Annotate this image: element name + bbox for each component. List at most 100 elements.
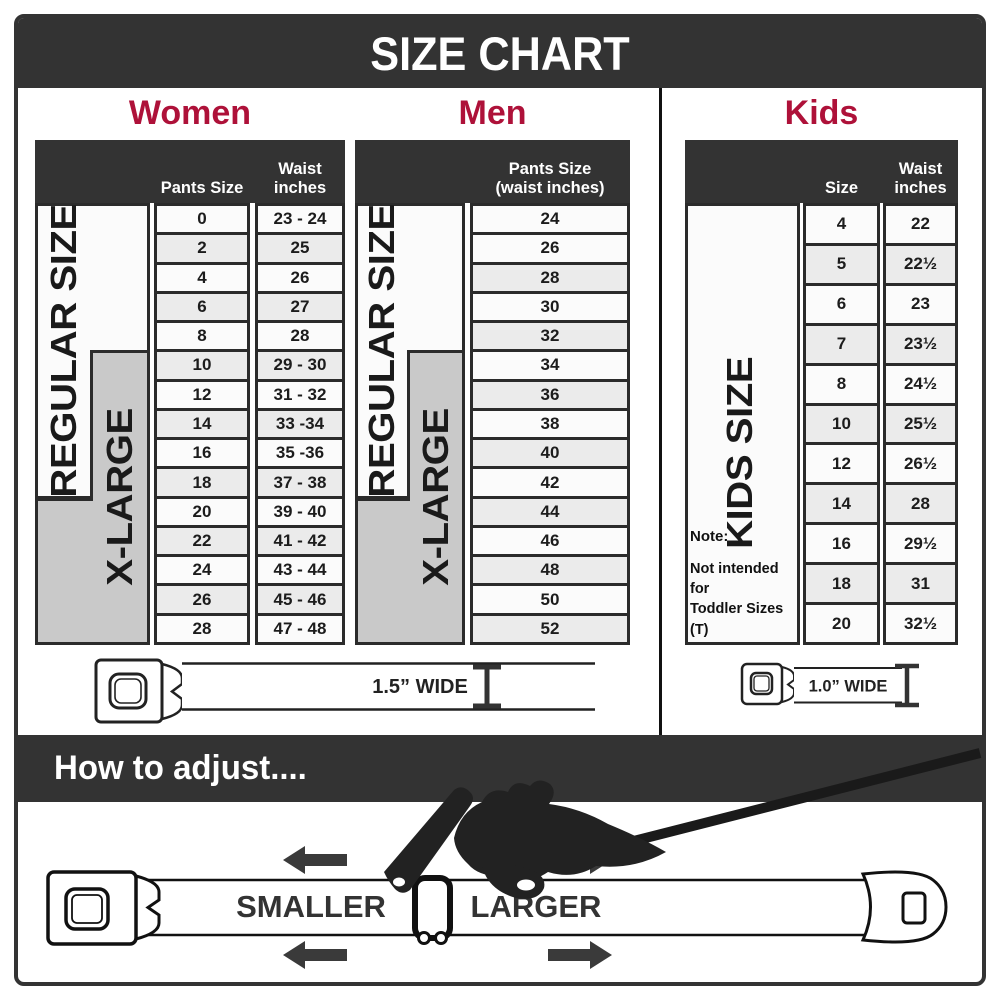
kids-size-column-header: Size [824,179,859,198]
table-cell: 23½ [883,322,958,363]
men-regular-size-label: REGULAR SIZE [361,204,402,498]
width-marker-icon [473,664,501,709]
table-cell: 8 [154,320,250,350]
arrow-right-icon [548,846,612,874]
table-cell: 25 [255,232,345,262]
women-waist-column-header: Waist inches [273,160,327,198]
table-cell: 41 - 42 [255,524,345,555]
direction-arrows [283,846,612,969]
table-cell: 18 [803,562,880,603]
table-cell: 16 [803,522,880,563]
table-cell: 42 [470,466,630,496]
table-cell: 24 [470,203,630,233]
women-xlarge-label: X-LARGE [99,408,140,586]
table-cell: 4 [803,203,880,243]
men-pants-size-column: 24 26 28 30 32 34 36 38 40 42 44 46 48 50 52 [470,203,630,645]
table-cell: 6 [803,282,880,323]
kids-table-body: KIDS SIZE Note: Not intended for Toddler… [685,203,958,645]
table-cell: 20 [803,602,880,645]
table-cell: 23 - 24 [255,203,345,233]
seatbelt-buckle-icon [94,658,184,724]
adult-belt-width-label: 1.5” WIDE [372,676,468,698]
table-cell: 39 - 40 [255,495,345,525]
kids-note-label: Note: [690,527,729,545]
table-cell: 24 [154,554,250,584]
table-cell: 24½ [883,362,958,403]
table-cell: 2 [154,232,250,262]
table-cell: 45 - 46 [255,583,345,613]
kids-note: Note: Not intended for Toddler Sizes (T) [690,528,798,640]
panel-divider [659,88,662,735]
belt-strap [136,878,866,937]
table-cell: 22½ [883,242,958,283]
table-cell: 4 [154,261,250,291]
women-size-column-header: Pants Size [160,179,244,198]
table-cell: 43 - 44 [255,554,345,584]
table-cell: 14 [154,407,250,438]
table-cell: 25½ [883,402,958,443]
table-cell: 38 [470,407,630,438]
kids-size-table: Size Waist inches KIDS SIZE Note: Not in… [685,140,958,645]
kids-belt-width-label: 1.0” WIDE [809,678,888,696]
men-table-header: Pants Size (waist inches) [355,140,630,203]
women-regular-size-label: REGULAR SIZE [43,204,84,498]
page-title: SIZE CHART [370,26,630,80]
women-table-body: REGULAR SIZE X-LARGE 0 2 4 6 8 10 12 14 16 18 20 22… [35,203,345,645]
table-cell: 12 [154,378,250,408]
table-cell: 28 [883,482,958,523]
table-cell: 10 [154,349,250,379]
kids-heading: Kids [784,94,859,132]
table-cell: 5 [803,242,880,283]
table-cell: 36 [470,378,630,408]
table-cell: 37 - 38 [255,466,345,496]
table-cell: 28 [470,261,630,291]
table-cell: 32 [470,320,630,350]
table-cell: 31 - 32 [255,378,345,408]
kids-size-zone-box [685,203,800,645]
table-cell: 32½ [883,602,958,645]
table-cell: 18 [154,466,250,496]
table-cell: 22 [883,203,958,243]
table-cell: 48 [470,554,630,584]
table-cell: 14 [803,482,880,523]
table-cell: 23 [883,282,958,323]
women-pants-size-column: 0 2 4 6 8 10 12 14 16 18 20 22 24 26 28 [154,203,250,645]
kids-belt-illustration: 1.0” WIDE [740,662,919,708]
table-cell: 34 [470,349,630,379]
women-waist-column: 23 - 24 25 26 27 28 29 - 30 31 - 32 33 -34 35 -3… [255,203,345,645]
table-cell: 16 [154,437,250,467]
table-cell: 50 [470,583,630,613]
kids-size-column: 4 5 6 7 8 10 12 14 16 18 20 [803,203,880,645]
how-to-adjust-heading: How to adjust.... [54,749,307,787]
slider-adjuster-icon [412,875,453,945]
seatbelt-buckle-icon [740,662,795,706]
men-fit-zones-graphic [355,203,465,645]
belt-strap [794,667,902,704]
table-cell: 29½ [883,522,958,563]
men-size-table: Pants Size (waist inches) REGULAR SIZE X… [355,140,630,645]
table-cell: 28 [255,320,345,350]
belt-strap [182,662,595,711]
table-cell: 40 [470,437,630,467]
table-cell: 35 -36 [255,437,345,467]
table-cell: 30 [470,290,630,321]
women-fit-zones-graphic [35,203,150,645]
kids-waist-column: 22 22½ 23 23½ 24½ 25½ 26½ 28 29½ 31 32½ [883,203,958,645]
kids-waist-column-header: Waist inches [894,160,947,198]
size-chart-card: SIZE CHART Women Men Kids Pants Size Wai… [14,14,986,986]
kids-note-text: Not intended for Toddler Sizes (T) [690,560,784,638]
table-cell: 0 [154,203,250,233]
arrow-right-icon [548,941,612,969]
belt-tip-icon [860,870,948,944]
table-cell: 22 [154,524,250,555]
table-cell: 31 [883,562,958,603]
women-table-header: Pants Size Waist inches [35,140,345,203]
men-xlarge-label: X-LARGE [415,408,456,586]
table-cell: 26 [154,583,250,613]
table-cell: 12 [803,442,880,483]
width-marker-icon [895,663,919,708]
table-cell: 52 [470,612,630,645]
women-heading: Women [128,94,252,132]
men-size-column-header: Pants Size (waist inches) [495,160,605,198]
table-cell: 29 - 30 [255,349,345,379]
